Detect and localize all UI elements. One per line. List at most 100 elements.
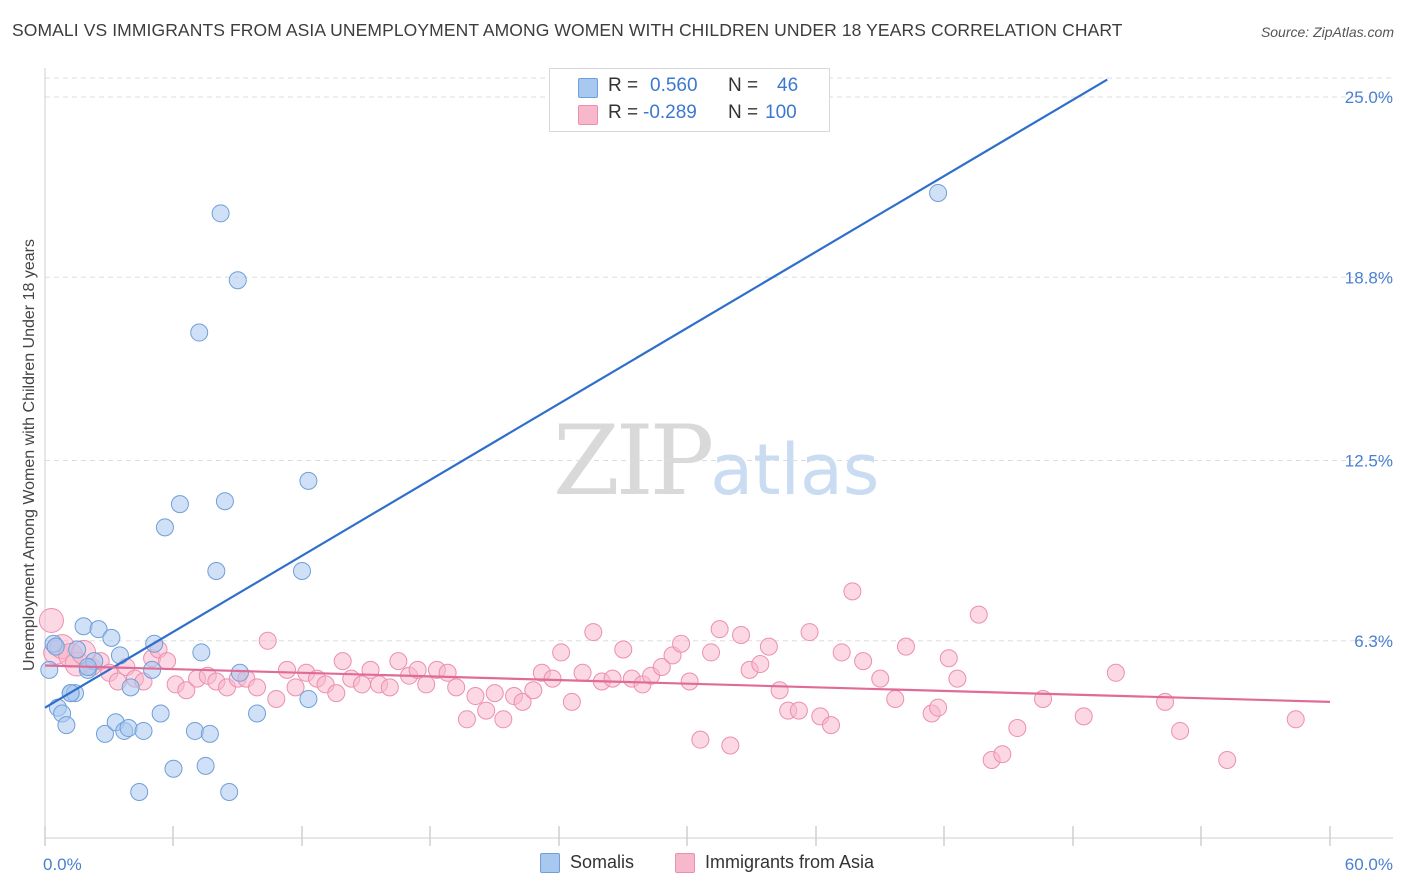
- legend-label-asia: Immigrants from Asia: [705, 852, 875, 872]
- asia-point: [447, 678, 466, 697]
- somali-point: [170, 495, 189, 514]
- somali-point: [230, 663, 249, 682]
- somali-point: [207, 562, 226, 581]
- asia-point: [457, 710, 476, 729]
- asia-point: [524, 681, 543, 700]
- asia-point: [158, 652, 177, 671]
- watermark-atlas: atlas: [710, 429, 880, 511]
- asia-point: [770, 681, 789, 700]
- asia-point: [614, 640, 633, 659]
- somali-point: [211, 204, 230, 223]
- asia-point: [691, 730, 710, 749]
- source-credit: Source: ZipAtlas.com: [1260, 24, 1394, 40]
- asia-point: [896, 637, 915, 656]
- asia-points: [38, 582, 1305, 770]
- x-tick-label-min: 0.0%: [43, 855, 82, 874]
- asia-point: [552, 643, 571, 662]
- asia-point: [513, 692, 532, 711]
- somali-r-label: R =: [608, 75, 639, 96]
- somali-point: [57, 716, 76, 735]
- asia-point: [1171, 721, 1190, 740]
- asia-point: [929, 698, 948, 717]
- asia-r-value: -0.289: [643, 102, 697, 123]
- asia-point: [1074, 707, 1093, 726]
- somali-point: [89, 620, 108, 639]
- asia-point: [832, 643, 851, 662]
- asia-point: [477, 701, 496, 720]
- somali-point: [248, 704, 267, 723]
- asia-point: [584, 623, 603, 642]
- asia-point: [267, 689, 286, 708]
- somali-point: [121, 678, 140, 697]
- asia-point: [710, 620, 729, 639]
- tick-labels: 6.3% 12.5% 18.8% 25.0% 0.0% 60.0%: [43, 88, 1393, 874]
- asia-point: [380, 678, 399, 697]
- asia-point: [789, 701, 808, 720]
- somali-point: [130, 783, 149, 802]
- chart-title: SOMALI VS IMMIGRANTS FROM ASIA UNEMPLOYM…: [12, 20, 1123, 40]
- somali-point: [155, 518, 174, 537]
- somali-n-label: N =: [728, 75, 759, 96]
- somali-point: [929, 183, 948, 202]
- asia-point: [389, 652, 408, 671]
- asia-point: [248, 678, 267, 697]
- series-legend: Somalis Immigrants from Asia: [0, 852, 1406, 876]
- axes: [44, 68, 1393, 846]
- asia-point: [751, 655, 770, 674]
- legend-item-somalis: Somalis: [540, 852, 634, 873]
- asia-point: [721, 736, 740, 755]
- somalis-swatch: [540, 852, 560, 873]
- asia-point: [1156, 692, 1175, 711]
- asia-point: [1008, 719, 1027, 738]
- somali-point: [196, 756, 215, 775]
- somali-point: [164, 759, 183, 778]
- somali-point: [110, 646, 129, 665]
- asia-point: [573, 663, 592, 682]
- asia-point: [562, 692, 581, 711]
- somali-point: [74, 617, 93, 636]
- x-tick-label-max: 60.0%: [1345, 855, 1393, 874]
- somali-point: [95, 724, 114, 743]
- asia-point: [278, 660, 297, 679]
- asia-point: [800, 623, 819, 642]
- asia-point: [843, 582, 862, 601]
- asia-point: [759, 637, 778, 656]
- asia-n-value: 100: [765, 102, 797, 123]
- somali-point: [185, 721, 204, 740]
- somali-point: [220, 783, 239, 802]
- asia-point: [417, 675, 436, 694]
- legend-item-asia: Immigrants from Asia: [675, 852, 874, 873]
- asia-point: [652, 657, 671, 676]
- asia-point: [1286, 710, 1305, 729]
- asia-point: [1106, 663, 1125, 682]
- asia-point: [38, 607, 64, 633]
- asia-r-label: R =: [608, 102, 639, 123]
- y-tick-label: 12.5%: [1345, 452, 1393, 471]
- somali-point: [134, 721, 153, 740]
- somali-point: [102, 628, 121, 647]
- asia-n-label: N =: [728, 102, 759, 123]
- asia-point: [969, 605, 988, 624]
- somali-point: [192, 643, 211, 662]
- asia-trend-line: [44, 664, 1331, 703]
- somali-point: [46, 637, 65, 656]
- somali-point: [200, 724, 219, 743]
- asia-point: [466, 687, 485, 706]
- somali-point: [119, 719, 138, 738]
- somali-point: [40, 660, 59, 679]
- somali-trend-line: [44, 78, 1108, 709]
- asia-point: [543, 669, 562, 688]
- asia-point: [494, 710, 513, 729]
- correlation-legend: R = 0.560 N = 46 R = -0.289 N = 100: [549, 68, 830, 132]
- asia-point: [948, 669, 967, 688]
- asia-point: [1218, 751, 1237, 770]
- asia-point: [177, 681, 196, 700]
- somali-point: [228, 271, 247, 290]
- asia-point: [672, 634, 691, 653]
- legend-label-somalis: Somalis: [570, 852, 635, 872]
- somali-point: [299, 689, 318, 708]
- gridlines: [45, 77, 1393, 642]
- asia-point: [854, 652, 873, 671]
- trend-lines: [44, 78, 1331, 709]
- asia-point: [286, 678, 305, 697]
